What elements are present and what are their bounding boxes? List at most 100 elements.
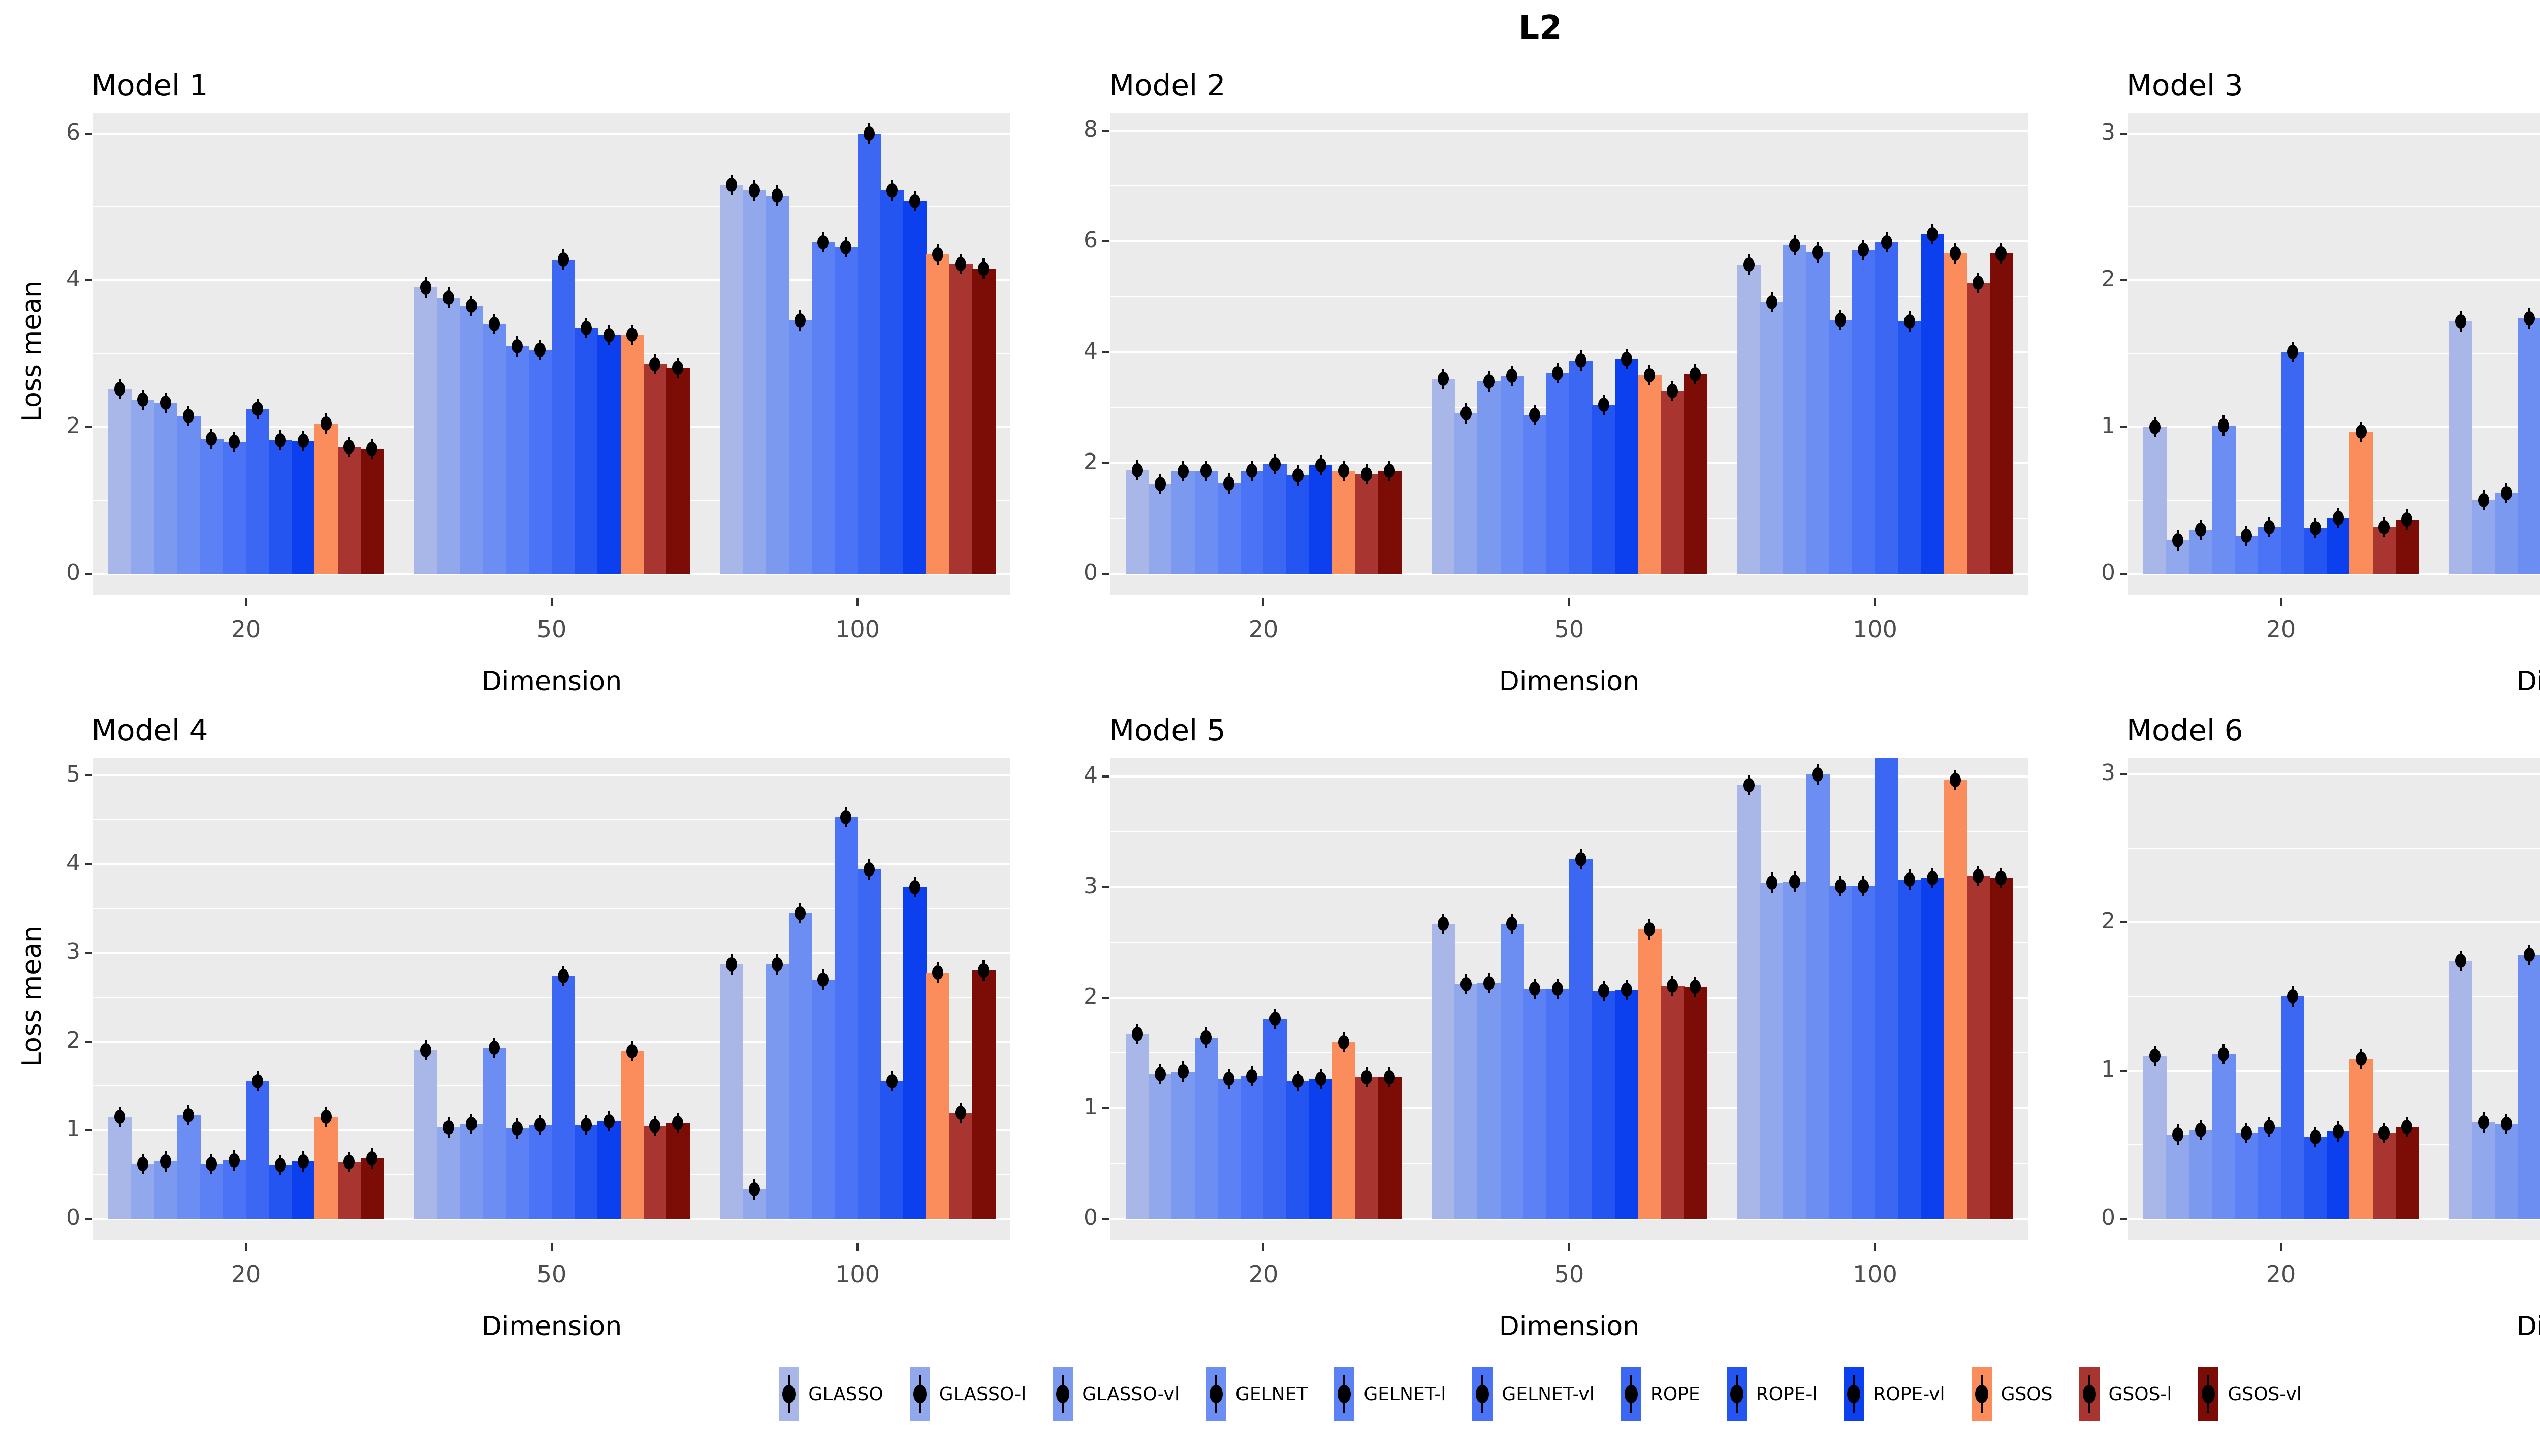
bar-GELNET-l [811,242,835,574]
legend-item-ROPE: ROPE [1621,1367,1700,1421]
facet-title: Model 6 [2126,713,2243,748]
bar-GELNET-vl [834,247,858,574]
bar-GELNET [177,416,201,574]
bar-ROPE [1263,1018,1287,1219]
y-tick-label: 2 [66,412,80,439]
bar-ROPE-vl [597,1121,621,1219]
pointrange-dot [2501,1117,2512,1131]
bar-GLASSO-vl [766,196,789,574]
bar-GSOS-l [949,264,973,574]
y-tick-label: 3 [2101,760,2115,786]
pointrange-dot [1973,276,1984,290]
bar-GELNET [2212,425,2236,574]
y-tick-label: 6 [1084,227,1098,253]
bar-ROPE-l [880,1081,904,1219]
bar-GLASSO-vl [1783,245,1807,574]
pointrange-dot [557,968,569,983]
pointrange-dot [183,1108,195,1122]
pointrange-dot [2172,1127,2183,1142]
bar-GLASSO-vl [154,403,178,574]
bar-GELNET-vl [1240,471,1264,574]
pointrange-dot [2309,521,2321,536]
pointrange-dot [2309,1130,2321,1145]
legend-item-GSOS: GSOS [1971,1367,2053,1421]
y-tick-label: 4 [66,850,80,876]
gridline-major [93,1218,1010,1220]
pointrange-dot [557,252,569,267]
gridline-major [2128,1218,2540,1220]
pointrange-dot [512,1121,523,1136]
bar-GSOS-vl [1989,878,2013,1219]
pointrange-dot [1529,407,1541,422]
bar-GLASSO-l [131,400,155,574]
bar-GLASSO-l [1149,484,1172,574]
bar-ROPE-vl [597,335,621,574]
legend-item-ROPE-l: ROPE-l [1726,1367,1818,1421]
bar-GELNET-l [1829,320,1853,574]
bar-GSOS-vl [1684,374,1707,574]
bar-GSOS-vl [1378,1077,1402,1219]
bar-GSOS-l [1355,1077,1379,1219]
bar-GLASSO-l [1454,984,1478,1219]
pointrange-dot [1995,871,2007,886]
pointrange-dot [1644,922,1655,936]
bar-GELNET-vl [1852,886,1876,1219]
pointrange-dot [2264,520,2275,534]
pointrange-dot [1766,876,1777,890]
gridline-major [93,132,1010,135]
bar-GSOS-vl [360,449,384,574]
pointrange-dot [1361,1070,1373,1085]
bar-ROPE-vl [1615,990,1639,1219]
y-tick-label: 0 [66,1205,80,1231]
pointrange-dot [840,810,852,824]
legend-label: GELNET-l [1363,1383,1446,1405]
gridline-major [1110,240,2028,243]
pointrange-dot [114,381,125,396]
pointrange-dot [580,1117,592,1132]
x-tick-label: 50 [1554,1260,1584,1288]
pointrange-dot [534,343,546,357]
gridline-major [2128,132,2540,135]
pointrange-dot [2478,493,2489,508]
pointrange-dot [2378,520,2390,534]
legend-label: GSOS [2001,1383,2053,1405]
panel-model-2 [1110,113,2028,595]
pointrange-dot [1460,977,1472,992]
pointrange-dot [725,177,737,192]
bar-GLASSO-vl [1477,381,1501,574]
legend-label: ROPE-l [1756,1383,1818,1405]
bar-ROPE [1875,242,1899,574]
bar-GELNET-vl [223,441,246,574]
pointrange-dot [795,313,806,328]
bar-ROPE [246,408,270,574]
bar-GSOS [2350,1058,2373,1219]
pointrange-dot [978,261,990,276]
pointrange-dot [1644,368,1655,383]
pointrange-dot [1858,242,1869,257]
pointrange-dot [1437,371,1449,386]
pointrange-dot [2287,345,2298,360]
pointrange-dot [1506,916,1518,931]
bar-GLASSO-vl [766,964,789,1219]
gridline-minor [1110,296,2028,298]
pointrange-dot [2195,1122,2206,1137]
bar-GELNET-l [1217,483,1241,574]
bar-GELNET-l [200,439,224,574]
pointrange-dot [955,1105,967,1120]
pointrange-dot [2149,419,2161,434]
x-tick-label: 20 [2266,1260,2296,1288]
pointrange-dot [206,432,217,446]
x-tick-label: 50 [536,1260,567,1288]
pointrange-dot [603,1114,615,1128]
pointrange-dot [772,188,783,203]
bar-GLASSO-l [437,1127,461,1219]
gridline-minor [2128,996,2540,997]
pointrange-dot [1483,374,1495,389]
legend-key-swatch [1053,1367,1073,1421]
pointrange-dot [1483,976,1495,991]
gridline-major [93,863,1010,865]
y-tick-mark [2120,132,2127,135]
pointrange-dot [932,965,943,980]
bar-GELNET [177,1115,201,1219]
bar-GELNET-vl [1240,1076,1264,1219]
